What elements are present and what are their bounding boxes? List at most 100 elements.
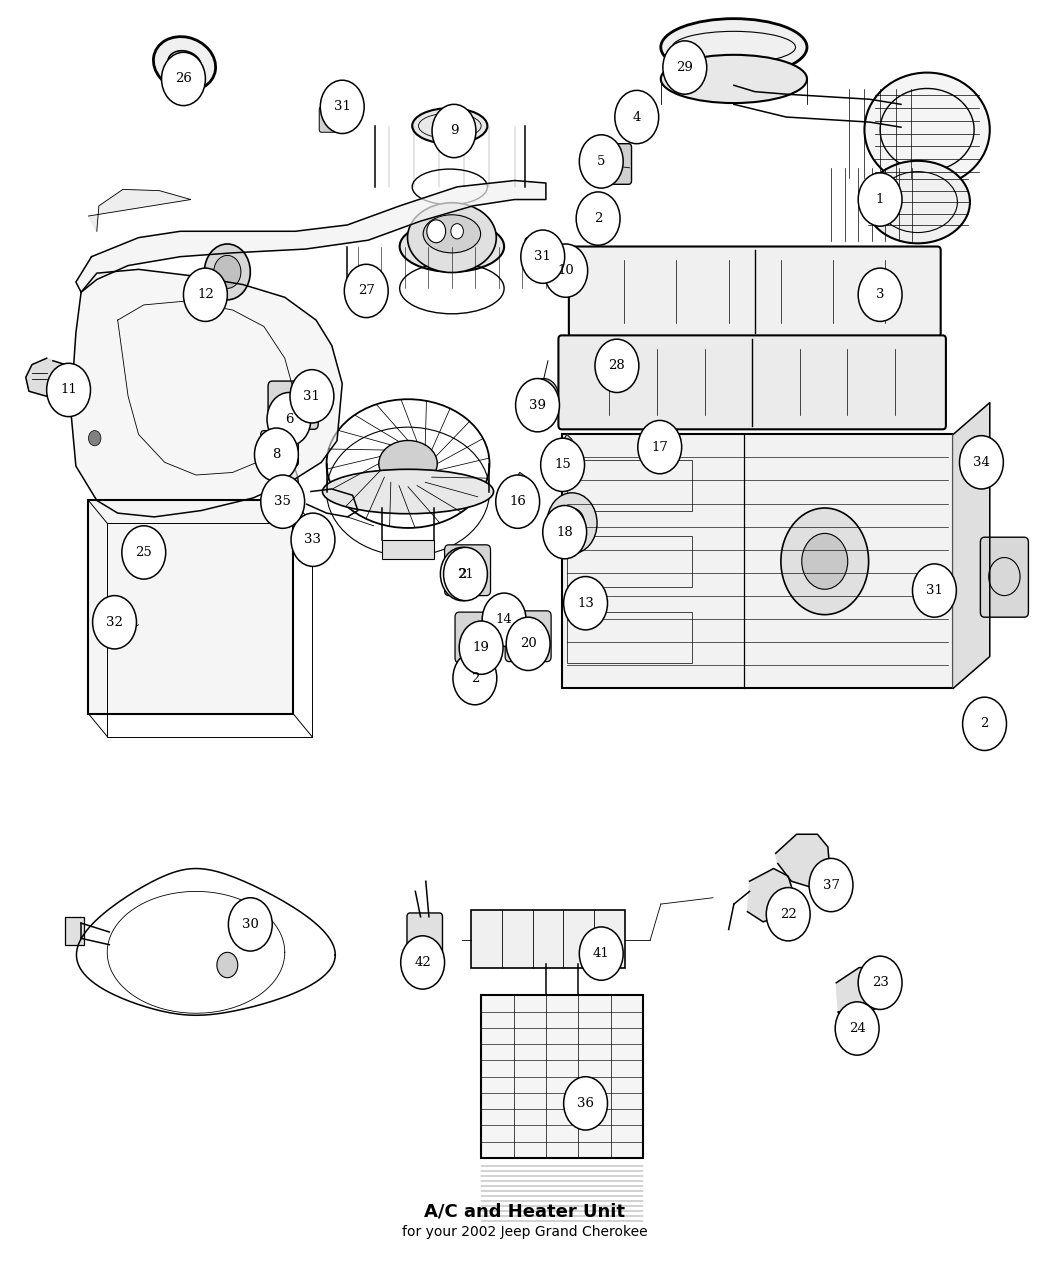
Polygon shape bbox=[560, 435, 572, 455]
Ellipse shape bbox=[275, 463, 298, 507]
Text: 36: 36 bbox=[578, 1096, 594, 1109]
Circle shape bbox=[162, 52, 206, 106]
Text: 21: 21 bbox=[457, 567, 474, 580]
Circle shape bbox=[564, 1076, 608, 1130]
Text: 32: 32 bbox=[106, 616, 123, 629]
Circle shape bbox=[580, 927, 624, 980]
Text: A/C and Heater Unit: A/C and Heater Unit bbox=[424, 1202, 626, 1220]
Circle shape bbox=[205, 244, 250, 300]
Text: 12: 12 bbox=[197, 288, 214, 301]
Circle shape bbox=[560, 507, 585, 538]
FancyBboxPatch shape bbox=[525, 237, 550, 263]
Circle shape bbox=[88, 431, 101, 446]
Polygon shape bbox=[88, 190, 191, 231]
FancyBboxPatch shape bbox=[559, 335, 946, 430]
Ellipse shape bbox=[153, 37, 215, 91]
Circle shape bbox=[541, 439, 585, 492]
Circle shape bbox=[290, 370, 334, 423]
Text: 14: 14 bbox=[496, 613, 512, 626]
Text: 35: 35 bbox=[274, 495, 291, 509]
Text: 15: 15 bbox=[554, 458, 571, 472]
Text: 39: 39 bbox=[529, 399, 546, 412]
Text: 6: 6 bbox=[285, 413, 293, 426]
Text: 16: 16 bbox=[509, 495, 526, 509]
Circle shape bbox=[260, 476, 304, 528]
Circle shape bbox=[217, 952, 237, 978]
Text: 25: 25 bbox=[135, 546, 152, 558]
Circle shape bbox=[766, 887, 811, 941]
Polygon shape bbox=[776, 834, 830, 887]
Text: 37: 37 bbox=[822, 878, 840, 891]
Circle shape bbox=[459, 621, 503, 674]
Ellipse shape bbox=[413, 108, 487, 144]
Circle shape bbox=[637, 421, 681, 474]
FancyBboxPatch shape bbox=[981, 537, 1028, 617]
Text: 4: 4 bbox=[632, 111, 640, 124]
Text: 9: 9 bbox=[449, 125, 458, 138]
Ellipse shape bbox=[660, 55, 807, 103]
FancyBboxPatch shape bbox=[592, 144, 631, 185]
Circle shape bbox=[482, 593, 526, 646]
Circle shape bbox=[802, 533, 847, 589]
Text: 18: 18 bbox=[556, 525, 573, 538]
Circle shape bbox=[580, 135, 624, 189]
Bar bbox=[107, 523, 312, 737]
Circle shape bbox=[595, 339, 638, 393]
Circle shape bbox=[810, 858, 853, 912]
Text: 1: 1 bbox=[876, 193, 884, 207]
Circle shape bbox=[267, 393, 311, 446]
Bar bbox=[567, 536, 692, 586]
Text: 42: 42 bbox=[415, 956, 430, 969]
Bar bbox=[470, 910, 625, 968]
FancyBboxPatch shape bbox=[569, 246, 941, 337]
Bar bbox=[562, 435, 953, 688]
Text: 3: 3 bbox=[876, 288, 884, 301]
Circle shape bbox=[865, 965, 890, 996]
Text: 33: 33 bbox=[304, 533, 321, 546]
Circle shape bbox=[835, 1002, 879, 1056]
Polygon shape bbox=[836, 968, 896, 1012]
Circle shape bbox=[122, 525, 166, 579]
Circle shape bbox=[781, 507, 868, 615]
Text: 31: 31 bbox=[926, 584, 943, 597]
Ellipse shape bbox=[864, 73, 990, 187]
Circle shape bbox=[496, 476, 540, 528]
Ellipse shape bbox=[423, 214, 481, 252]
Circle shape bbox=[576, 193, 621, 245]
Bar bbox=[382, 539, 434, 558]
Text: 30: 30 bbox=[242, 918, 258, 931]
Text: 31: 31 bbox=[334, 101, 351, 113]
Text: 28: 28 bbox=[609, 360, 626, 372]
Polygon shape bbox=[511, 473, 527, 495]
Circle shape bbox=[564, 576, 608, 630]
Text: 31: 31 bbox=[534, 250, 551, 263]
Circle shape bbox=[529, 379, 559, 414]
Text: 20: 20 bbox=[520, 638, 537, 650]
Ellipse shape bbox=[322, 469, 494, 514]
Text: 31: 31 bbox=[303, 390, 320, 403]
FancyBboxPatch shape bbox=[920, 579, 945, 604]
FancyBboxPatch shape bbox=[298, 386, 323, 412]
Text: 17: 17 bbox=[651, 441, 668, 454]
Polygon shape bbox=[76, 181, 546, 292]
Text: 24: 24 bbox=[848, 1023, 865, 1035]
Text: 2: 2 bbox=[458, 567, 466, 580]
Circle shape bbox=[519, 622, 538, 645]
FancyBboxPatch shape bbox=[455, 612, 501, 663]
Text: 22: 22 bbox=[780, 908, 797, 921]
Text: 11: 11 bbox=[60, 384, 77, 397]
FancyBboxPatch shape bbox=[407, 913, 442, 972]
Circle shape bbox=[858, 173, 902, 226]
Polygon shape bbox=[70, 269, 342, 516]
Circle shape bbox=[229, 898, 272, 951]
Circle shape bbox=[291, 513, 335, 566]
Ellipse shape bbox=[407, 203, 497, 273]
Circle shape bbox=[516, 379, 560, 432]
Ellipse shape bbox=[151, 519, 167, 552]
Circle shape bbox=[615, 91, 658, 144]
FancyBboxPatch shape bbox=[319, 107, 344, 133]
Ellipse shape bbox=[660, 19, 807, 75]
Bar bbox=[88, 500, 293, 714]
Text: 29: 29 bbox=[676, 61, 693, 74]
Circle shape bbox=[858, 268, 902, 321]
